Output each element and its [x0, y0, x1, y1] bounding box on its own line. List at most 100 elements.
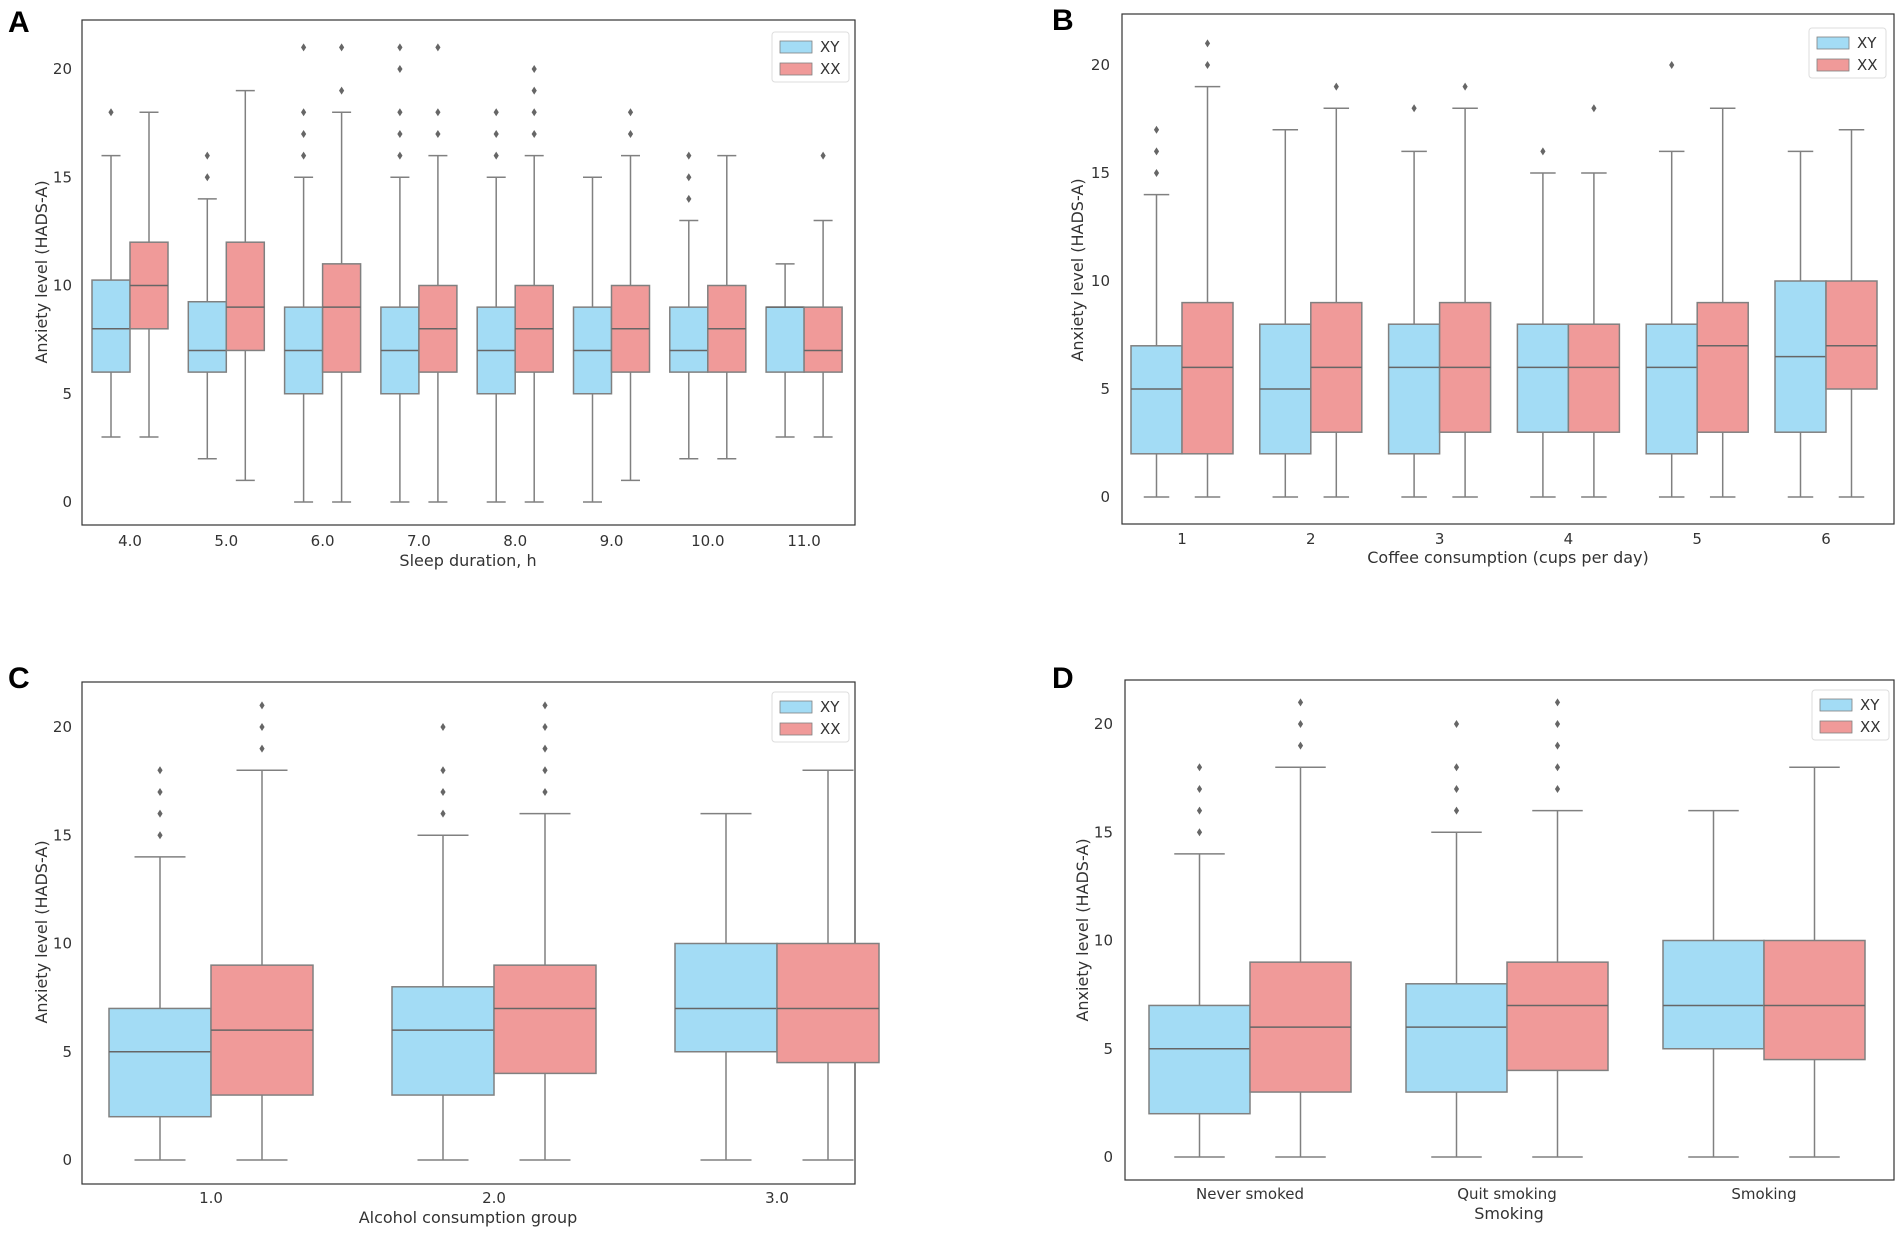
outlier-marker	[531, 65, 537, 73]
x-tick-label: 2	[1306, 530, 1316, 548]
box-xy	[391, 723, 495, 1161]
outlier-marker	[157, 766, 163, 775]
y-tick-label: 5	[1103, 1040, 1113, 1058]
outlier-marker	[339, 43, 345, 52]
outlier-marker	[1196, 828, 1203, 837]
outlier-marker	[493, 151, 499, 160]
iqr-box	[108, 1007, 212, 1118]
y-tick-label: 20	[1094, 715, 1113, 733]
x-tick-label: 6	[1821, 530, 1831, 548]
y-tick-label: 5	[62, 385, 72, 403]
y-tick-label: 0	[62, 493, 72, 511]
box-xx	[321, 43, 362, 503]
iqr-box	[1130, 345, 1183, 455]
outlier-marker	[1453, 784, 1460, 793]
outlier-marker	[1297, 720, 1304, 728]
outlier-marker	[1196, 784, 1203, 793]
x-axis-label-a: Sleep duration, h	[399, 551, 536, 570]
iqr-box	[1405, 983, 1508, 1093]
outlier-marker	[440, 787, 446, 796]
iqr-box	[1567, 323, 1621, 433]
outlier-marker	[1204, 61, 1211, 69]
x-tick-label: 2.0	[482, 1189, 506, 1207]
iqr-box	[669, 306, 709, 373]
legend-label-xy: XY	[1857, 34, 1877, 52]
outlier-marker	[542, 744, 548, 753]
x-tick-label: 6.0	[311, 532, 335, 550]
iqr-box	[776, 942, 880, 1064]
y-axis-label-b: Anxiety level (HADS-A)	[1068, 178, 1087, 361]
outlier-marker	[397, 129, 403, 138]
panel-b: B 0 5 10 15 20 1 2 3 4 5 6 XY XX Anxiety level (HADS…	[1052, 4, 1895, 567]
iqr-box	[1516, 323, 1570, 433]
box-xx	[803, 151, 843, 438]
iqr-box	[391, 986, 495, 1096]
x-tick-label: 1	[1177, 530, 1187, 548]
box-xx	[1181, 39, 1234, 498]
box-xx	[210, 701, 314, 1161]
iqr-box	[1387, 323, 1441, 455]
y-tick-label: 15	[53, 826, 72, 844]
box-xy	[765, 263, 805, 438]
outlier-marker	[435, 129, 441, 138]
x-tick-label: Smoking	[1731, 1185, 1796, 1203]
iqr-box	[493, 964, 597, 1075]
legend: XY XX	[1808, 27, 1887, 79]
panel-a: A 0 5 10 15 20 4.0 5.0 6.0 7.0 8.0 9.0 10.0 11.0 XY XX…	[8, 6, 856, 570]
outlier-marker	[493, 108, 499, 117]
legend-label-xx: XX	[820, 720, 841, 738]
box-xy	[1387, 104, 1441, 498]
panel-letter-c: C	[8, 662, 30, 695]
outlier-marker	[435, 108, 441, 117]
outlier-marker	[1554, 784, 1561, 793]
outlier-marker	[1453, 763, 1460, 772]
box-xy	[1516, 147, 1570, 498]
iqr-box	[1662, 939, 1765, 1050]
outlier-marker	[493, 129, 499, 138]
box-xx	[1567, 104, 1621, 498]
box-xy	[572, 176, 613, 503]
box-xx	[1696, 107, 1749, 498]
iqr-box	[1181, 301, 1234, 455]
outlier-marker	[1591, 104, 1597, 113]
legend-label-xy: XY	[1860, 696, 1880, 714]
y-tick-label: 20	[1091, 56, 1110, 74]
outlier-marker	[820, 151, 826, 160]
outlier-marker	[301, 43, 307, 52]
box-xy	[380, 43, 420, 503]
legend: XY XX	[771, 31, 850, 83]
outlier-marker	[435, 43, 441, 52]
box-xy	[1774, 150, 1827, 498]
box-xx	[225, 89, 266, 482]
x-tick-label: 7.0	[407, 532, 431, 550]
plot-frame-c	[81, 681, 856, 1185]
box-xy	[476, 108, 516, 503]
y-tick-label: 0	[1100, 488, 1110, 506]
x-tick-label: 3	[1435, 530, 1445, 548]
box-xx	[707, 154, 747, 460]
box-xy	[674, 812, 778, 1161]
outlier-marker	[397, 108, 403, 117]
y-tick-label: 5	[1100, 380, 1110, 398]
legend: XY XX	[1811, 689, 1890, 741]
box-xy	[108, 766, 212, 1161]
box-xy	[1148, 763, 1251, 1158]
outlier-marker	[259, 723, 265, 731]
box-xx	[493, 701, 597, 1161]
outlier-marker	[1297, 698, 1304, 707]
x-tick-label: 5	[1692, 530, 1702, 548]
outlier-marker	[157, 809, 163, 818]
outlier-marker	[440, 723, 446, 731]
outlier-marker	[1554, 720, 1561, 728]
x-tick-label: 11.0	[787, 532, 820, 550]
iqr-box	[1645, 323, 1698, 455]
box-xx	[129, 111, 169, 438]
legend-label-xy: XY	[820, 698, 840, 716]
box-xy	[1130, 125, 1183, 498]
outlier-marker	[397, 151, 403, 160]
box-xx	[514, 65, 554, 503]
legend-label-xx: XX	[1860, 718, 1881, 736]
legend-swatch-xx	[1819, 720, 1853, 734]
box-xy	[1259, 129, 1312, 498]
